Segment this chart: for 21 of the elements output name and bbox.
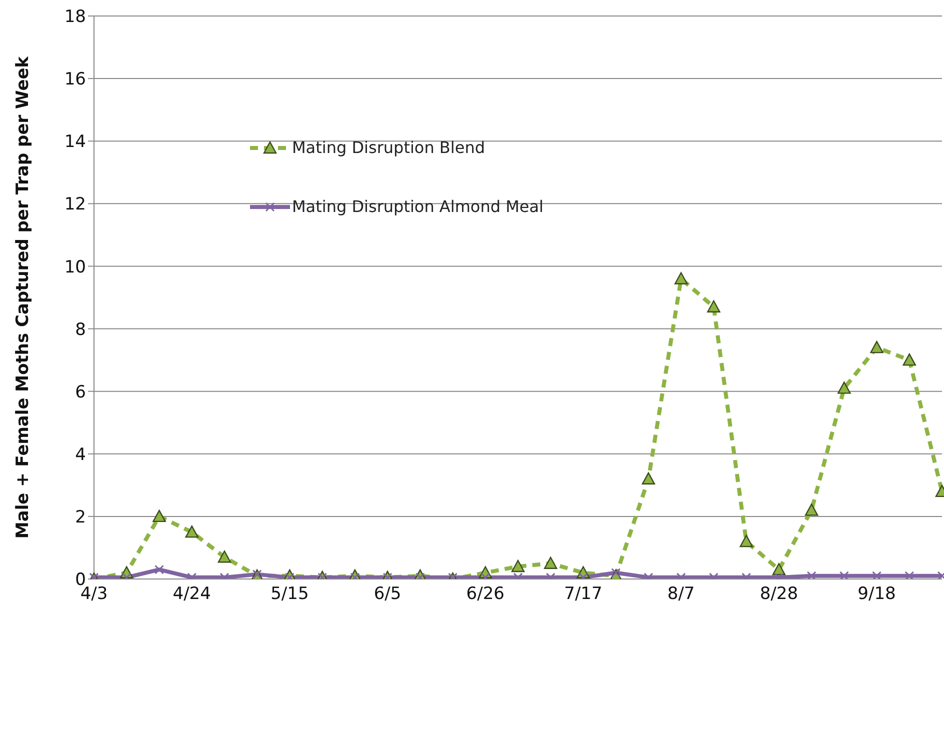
y-tick-label: 16 — [64, 70, 86, 90]
x-tick-label: 4/3 — [80, 584, 108, 604]
x-tick-label: 8/7 — [667, 584, 695, 604]
legend-label: Mating Disruption Blend — [292, 138, 485, 157]
x-tick-label: 4/24 — [172, 584, 211, 604]
y-tick-label: 10 — [64, 257, 86, 278]
y-tick-label: 6 — [75, 382, 86, 402]
y-tick-label: 14 — [64, 132, 86, 152]
y-axis-title: Male + Female Moths Captured per Trap per Week — [13, 56, 34, 539]
x-tick-label: 6/26 — [466, 584, 504, 604]
y-tick-label: 4 — [75, 444, 86, 465]
legend-label: Mating Disruption Almond Meal — [292, 197, 544, 216]
y-tick-label: 18 — [64, 7, 86, 28]
x-tick-label: 7/17 — [564, 584, 602, 604]
x-tick-label: 5/15 — [270, 584, 309, 604]
x-tick-label: 8/28 — [760, 584, 798, 604]
x-tick-label: 6/5 — [374, 584, 402, 604]
x-tick-label: 9/18 — [858, 584, 896, 604]
y-tick-label: 2 — [75, 507, 86, 528]
y-tick-label: 12 — [64, 194, 86, 215]
y-tick-label: 8 — [75, 320, 86, 340]
